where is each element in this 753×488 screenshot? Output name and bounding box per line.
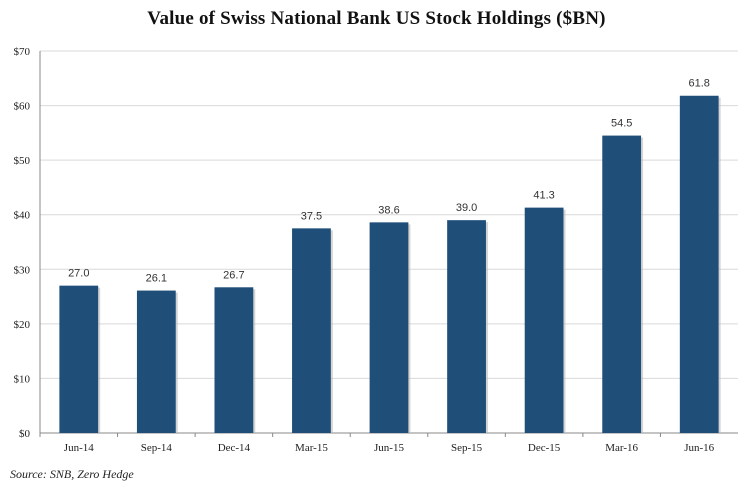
- y-tick-label: $50: [14, 155, 31, 167]
- bar: [369, 222, 409, 433]
- bars: [59, 95, 721, 434]
- data-label: 61.8: [689, 78, 710, 90]
- x-tick-label: Mar-15: [295, 442, 328, 454]
- chart-title: Value of Swiss National Bank US Stock Ho…: [147, 8, 606, 29]
- y-tick-label: $30: [14, 264, 31, 276]
- data-label: 37.5: [301, 210, 322, 222]
- bar: [59, 285, 99, 433]
- y-tick-label: $60: [14, 101, 31, 113]
- bar: [136, 290, 176, 433]
- x-tick-label: Jun-14: [64, 442, 94, 454]
- data-label: 26.1: [146, 273, 167, 285]
- x-tick-label: Jun-15: [374, 442, 404, 454]
- data-label: 38.6: [378, 204, 399, 216]
- y-tick-label: $10: [14, 373, 31, 385]
- bar: [679, 95, 719, 434]
- y-tick-label: $70: [14, 46, 31, 58]
- bar: [602, 135, 642, 434]
- y-tick-label: $0: [19, 428, 31, 440]
- x-tick-label: Dec-15: [528, 442, 561, 454]
- data-label: 41.3: [533, 190, 554, 202]
- x-tick-label: Sep-14: [141, 442, 173, 454]
- x-tick-label: Mar-16: [605, 442, 638, 454]
- data-label: 39.0: [456, 202, 477, 214]
- data-label: 26.7: [223, 269, 244, 281]
- bar: [447, 220, 486, 433]
- labels: $0 $10 $20 $30 $40 $50 $60 $70 27.0 Jun-14 26.1 Sep…: [14, 46, 715, 454]
- bar: [214, 287, 254, 433]
- y-tick-label: $20: [14, 319, 31, 331]
- bar: [524, 207, 564, 433]
- source-note: Source: SNB, Zero Hedge: [10, 467, 134, 481]
- x-tick-label: Jun-16: [684, 442, 714, 454]
- data-label: 54.5: [611, 118, 632, 130]
- data-label: 27.0: [68, 268, 89, 280]
- bar: [292, 228, 331, 433]
- x-tick-label: Dec-14: [218, 442, 251, 454]
- y-tick-label: $40: [14, 210, 31, 222]
- x-tick-label: Sep-15: [451, 442, 483, 454]
